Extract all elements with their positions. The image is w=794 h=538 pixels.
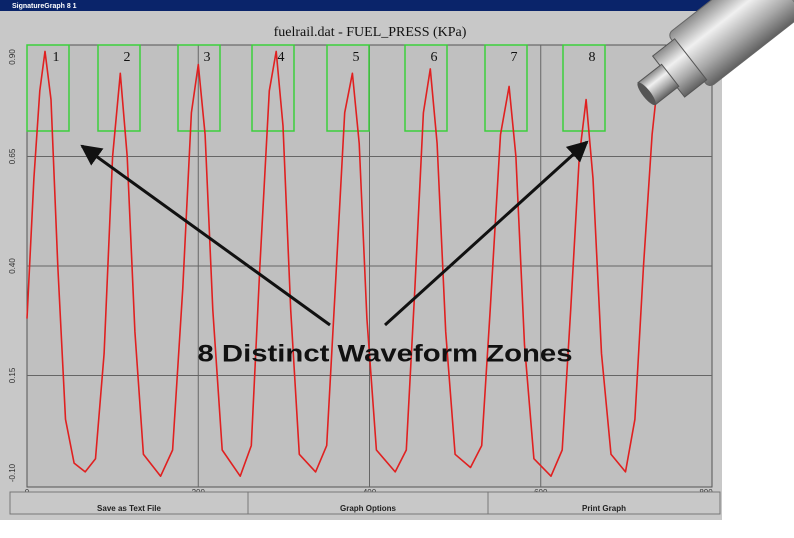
y-tick-label: 0.90 [8,49,17,65]
button-label[interactable]: Save as Text File [97,504,161,513]
button-label[interactable]: Print Graph [582,504,626,513]
zone-label: 2 [124,50,131,65]
zone-label: 1 [53,50,60,65]
window-title: SignatureGraph 8 1 [12,3,77,10]
zone-label: 6 [431,50,438,65]
y-tick-label: 0.15 [8,367,17,383]
title-bar [0,0,722,11]
button-label[interactable]: Graph Options [340,504,397,513]
chart-title: fuelrail.dat - FUEL_PRESS (KPa) [274,25,467,40]
zone-label: 4 [278,50,285,65]
zone-label: 7 [511,50,518,65]
y-tick-label: -0.10 [8,463,17,482]
annotation: 8 Distinct Waveform Zones [198,340,573,367]
screenshot: SignatureGraph 8 1 fuelrail.dat - FUEL_P… [0,0,794,533]
zone-label: 8 [589,50,596,65]
zone-label: 5 [353,50,360,65]
y-tick-label: 0.40 [8,258,17,274]
button-bar: Save as Text File Graph Options Print Gr… [10,492,720,514]
zone-label: 3 [204,50,211,65]
y-tick-label: 0.65 [8,148,17,164]
